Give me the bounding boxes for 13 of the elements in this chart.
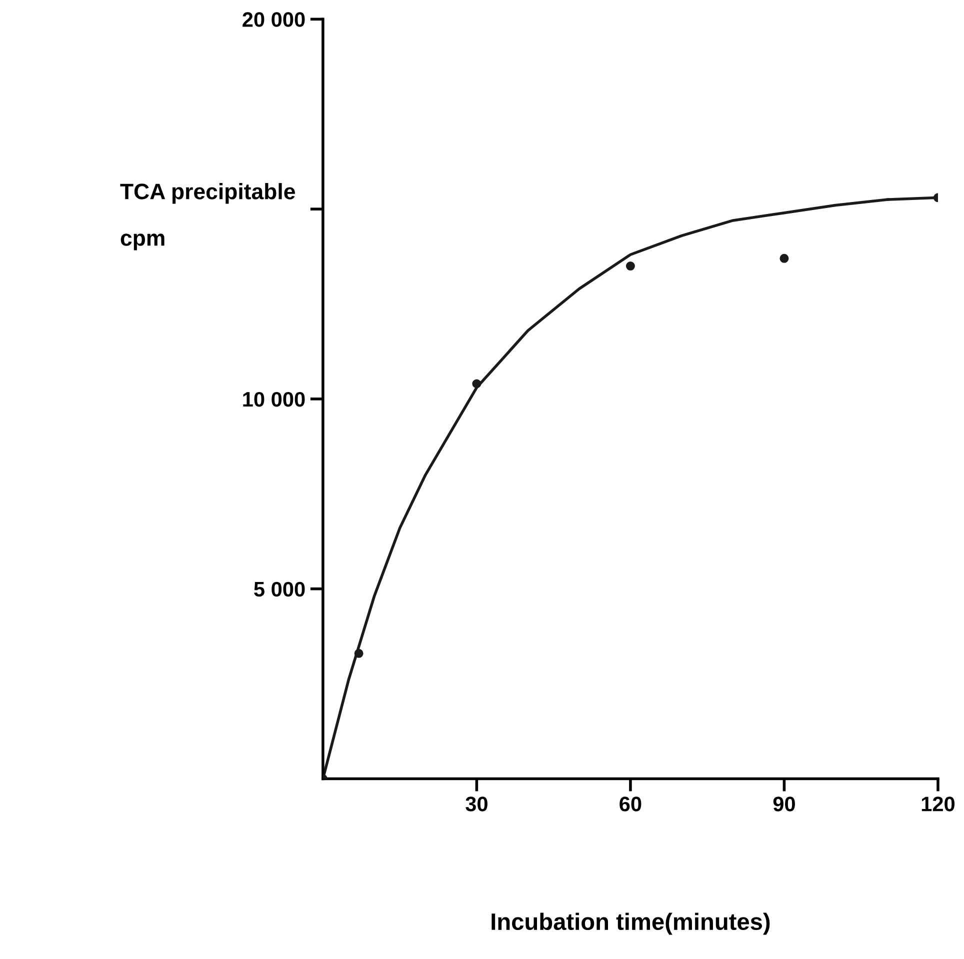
x-axis-title: Incubation time(minutes): [492, 912, 770, 935]
x-tick-label: 30: [466, 796, 488, 812]
point: [780, 254, 789, 263]
x-tick-label: 60: [620, 796, 642, 812]
y-tick-label: 20 000: [242, 12, 305, 27]
y-tick-label: 5 000: [254, 582, 305, 597]
x-tick-label: 90: [773, 796, 795, 812]
y-tick-label: 10 000: [243, 392, 305, 407]
x-tick-label: 120: [922, 796, 954, 812]
point: [354, 648, 364, 658]
point: [626, 262, 635, 271]
text: TCA precipitable cpm: [120, 183, 295, 250]
point: [472, 379, 482, 388]
